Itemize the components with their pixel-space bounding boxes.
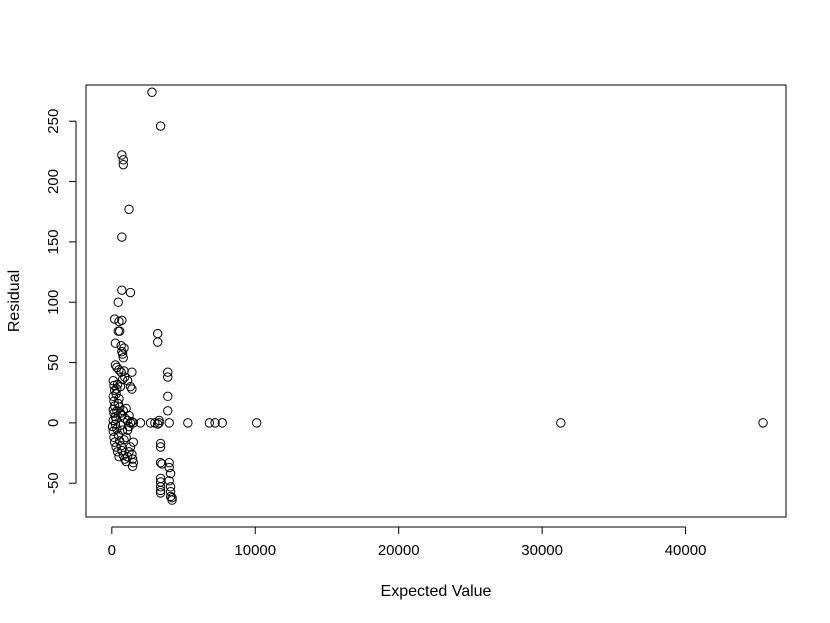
data-point (758, 418, 768, 428)
data-point (110, 338, 121, 348)
data-point (117, 150, 127, 160)
data-point (204, 418, 215, 428)
data-point (118, 353, 128, 363)
plot-frame (85, 84, 787, 518)
data-point (108, 391, 118, 402)
data-point (127, 461, 138, 472)
data-point (117, 232, 127, 242)
data-point (120, 454, 130, 464)
x-tick-label: 30000 (521, 542, 563, 559)
data-point (116, 441, 126, 451)
data-point (122, 415, 133, 426)
data-point (125, 381, 136, 392)
data-point (125, 287, 136, 298)
x-axis: 0 10000 20000 30000 40000 (108, 526, 707, 559)
data-point (251, 418, 262, 428)
data-point (117, 374, 128, 385)
data-point (115, 402, 125, 412)
data-point (167, 492, 177, 503)
data-point (119, 343, 129, 353)
data-point (163, 406, 173, 416)
data-point (118, 406, 128, 416)
data-point (145, 418, 156, 428)
y-tick-label: 250 (45, 109, 62, 134)
data-point (155, 121, 166, 131)
data-point (150, 418, 160, 428)
data-point (117, 315, 127, 326)
data-point (125, 442, 136, 452)
data-point (165, 482, 176, 492)
data-point (115, 420, 126, 430)
x-tick-label: 20000 (378, 542, 420, 559)
data-point (155, 485, 166, 496)
y-axis-label: Residual (6, 270, 23, 332)
y-tick-label: 200 (45, 169, 62, 194)
data-point (167, 495, 177, 505)
data-point (164, 462, 174, 473)
data-point (113, 297, 123, 307)
data-point (164, 418, 174, 428)
data-point (163, 367, 173, 377)
data-point (155, 482, 166, 492)
data-point (118, 159, 128, 170)
data-point (117, 349, 128, 359)
y-tick-label: 100 (45, 290, 62, 315)
data-point (117, 445, 127, 456)
data-point (114, 365, 124, 375)
y-tick-label: 150 (45, 229, 62, 254)
data-point (155, 438, 166, 449)
data-point (155, 488, 166, 498)
data-point (163, 372, 173, 382)
data-point (155, 442, 166, 452)
data-point (118, 155, 128, 165)
data-point (128, 437, 139, 447)
y-tick-label: 50 (45, 354, 62, 371)
data-point (127, 367, 137, 377)
data-point (110, 360, 121, 370)
data-point (124, 447, 134, 457)
y-tick-label: -50 (45, 472, 62, 494)
y-tick-label: 0 (45, 419, 62, 427)
data-point (127, 454, 138, 464)
data-point (135, 418, 146, 428)
data-point (115, 381, 126, 392)
data-point (115, 326, 125, 336)
data-point (110, 419, 121, 429)
data-point (165, 468, 176, 479)
data-point (121, 432, 131, 443)
data-point (183, 418, 193, 428)
data-point (210, 418, 220, 428)
data-point (147, 87, 157, 97)
data-point (117, 285, 127, 295)
data-point (122, 375, 133, 386)
data-point (164, 457, 174, 468)
data-point (119, 435, 129, 445)
data-point (153, 337, 163, 347)
data-point (128, 457, 139, 468)
data-points (107, 87, 768, 505)
data-point (111, 389, 121, 399)
data-point (163, 391, 173, 402)
data-point (117, 425, 128, 435)
data-point (556, 418, 566, 428)
data-point (217, 418, 227, 428)
x-tick-label: 0 (108, 542, 116, 559)
data-point (127, 384, 137, 394)
x-tick-label: 40000 (665, 542, 707, 559)
data-point (112, 424, 122, 434)
data-point (112, 379, 123, 389)
data-point (117, 410, 127, 421)
y-axis: -50 0 50 100 150 200 250 (45, 109, 77, 494)
x-tick-label: 10000 (234, 542, 276, 559)
x-axis-label: Expected Value (381, 583, 492, 600)
data-point (124, 204, 134, 214)
data-point (124, 410, 134, 421)
data-point (121, 456, 131, 467)
